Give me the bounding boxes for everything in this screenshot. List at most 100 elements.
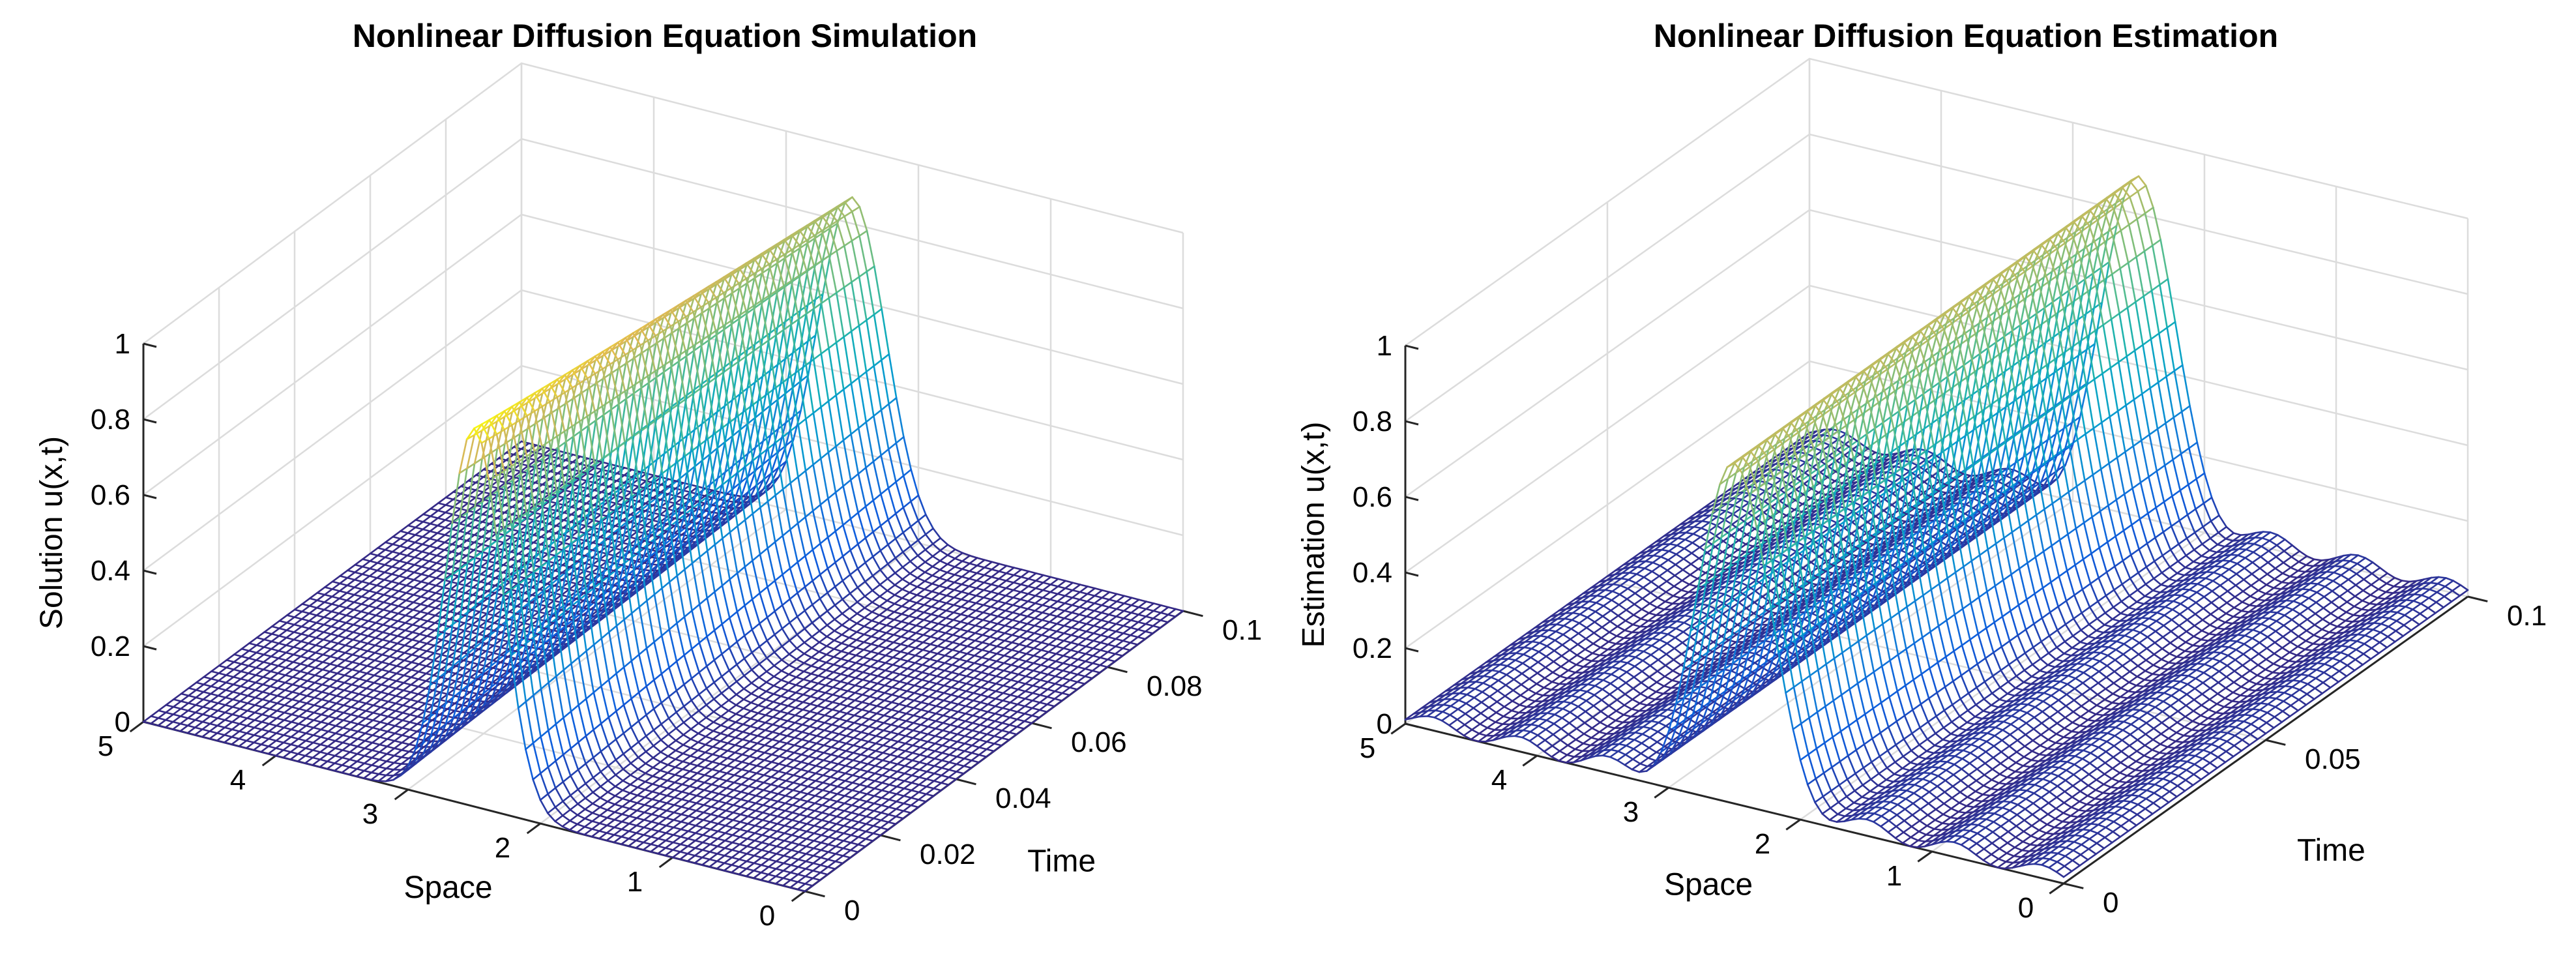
surface-mesh-segment — [1145, 617, 1154, 625]
surface-mesh-segment — [698, 635, 708, 644]
surface-mesh-segment — [802, 664, 812, 673]
surface-mesh-segment — [564, 451, 574, 456]
grid-line-space-floor — [407, 508, 787, 791]
surface-mesh-segment — [963, 767, 973, 775]
surface-mesh-segment — [892, 643, 902, 651]
surface-mesh-segment — [1100, 606, 1110, 614]
surface-mesh-segment — [890, 711, 900, 719]
surface-mesh-segment — [989, 630, 999, 638]
surface-mesh-segment — [712, 705, 722, 713]
surface-mesh-segment — [409, 700, 419, 708]
surface-mesh-segment — [400, 750, 410, 758]
surface-mesh-segment — [629, 768, 639, 776]
surface-mesh-segment — [1027, 570, 1037, 574]
surface-mesh-segment — [657, 832, 667, 840]
surface-mesh-segment — [919, 741, 929, 749]
surface-mesh-segment — [1107, 638, 1117, 646]
surface-mesh-segment — [790, 843, 800, 852]
surface-mesh-segment — [766, 633, 776, 642]
surface-mesh-segment — [830, 726, 840, 734]
surface-mesh-segment — [968, 587, 978, 595]
surface-mesh-segment — [890, 696, 900, 704]
surface-mesh-segment — [357, 695, 368, 703]
surface-mesh-segment — [392, 537, 402, 546]
surface-mesh-segment — [812, 542, 821, 551]
surface-mesh-segment — [815, 737, 825, 745]
surface-mesh-segment — [801, 718, 811, 726]
surface-mesh-segment — [821, 227, 831, 235]
surface-mesh-segment — [336, 659, 346, 667]
surface-mesh-segment — [353, 610, 362, 618]
surface-mesh-segment — [323, 595, 333, 603]
surface-mesh-segment — [418, 642, 428, 650]
surface-mesh-segment — [577, 762, 587, 771]
surface-mesh-segment — [804, 870, 814, 878]
surface-mesh-segment — [785, 774, 795, 782]
surface-mesh-segment — [849, 601, 858, 609]
surface-mesh-segment — [576, 808, 586, 816]
surface-mesh-segment — [675, 744, 684, 752]
surface-mesh-segment — [880, 409, 890, 451]
surface-mesh-segment — [789, 522, 799, 531]
surface-mesh-segment — [761, 267, 770, 275]
surface-mesh-segment — [893, 621, 903, 629]
surface-mesh-segment — [873, 308, 883, 316]
surface-mesh-segment — [828, 808, 838, 816]
surface-mesh-segment — [803, 656, 813, 664]
surface-mesh-segment — [239, 687, 249, 695]
surface-mesh-segment — [1115, 632, 1124, 640]
surface-mesh-segment — [255, 668, 265, 676]
surface-mesh-segment — [1070, 621, 1080, 629]
surface-mesh-segment — [872, 834, 882, 842]
surface-mesh-segment — [628, 817, 638, 825]
surface-mesh-segment — [1167, 616, 1177, 623]
surface-mesh-segment — [338, 591, 348, 600]
surface-mesh-segment — [912, 724, 922, 732]
surface-mesh-segment — [1019, 584, 1029, 587]
surface-mesh-segment — [336, 651, 347, 660]
surface-mesh-segment — [1026, 625, 1036, 632]
surface-mesh-segment — [1079, 591, 1089, 595]
surface-mesh-segment — [271, 634, 280, 643]
surface-mesh-segment — [760, 873, 770, 881]
surface-mesh-segment — [912, 739, 922, 747]
surface-mesh-segment — [873, 359, 883, 367]
surface-mesh-segment — [465, 549, 475, 557]
surface-mesh-segment — [716, 441, 726, 449]
surface-mesh-segment — [308, 599, 318, 607]
surface-mesh-segment — [410, 670, 420, 678]
surface-mesh-segment — [362, 771, 373, 779]
surface-mesh-segment — [805, 307, 815, 315]
surface-mesh-segment — [883, 724, 892, 732]
surface-mesh-segment — [990, 578, 1000, 586]
surface-mesh-segment — [1012, 584, 1022, 591]
surface-mesh-segment — [957, 713, 967, 720]
surface-mesh-segment — [973, 687, 982, 694]
surface-mesh-segment — [842, 592, 851, 601]
surface-mesh-segment — [402, 676, 413, 684]
surface-mesh-segment — [843, 245, 853, 284]
surface-mesh-segment — [366, 644, 376, 652]
surface-mesh-segment — [373, 661, 383, 669]
surface-mesh-segment — [825, 647, 835, 656]
surface-mesh-segment — [843, 789, 853, 797]
surface-mesh-segment — [808, 757, 817, 765]
surface-mesh-segment — [338, 599, 348, 607]
surface-mesh-segment — [187, 704, 197, 712]
surface-mesh-segment — [717, 802, 727, 810]
surface-mesh-segment — [892, 636, 902, 644]
surface-mesh-segment — [539, 793, 549, 801]
surface-mesh-segment — [275, 726, 285, 734]
surface-mesh-segment — [1033, 627, 1043, 634]
surface-mesh-segment — [832, 665, 842, 674]
surface-mesh-segment — [1137, 606, 1147, 610]
surface-mesh-segment — [817, 669, 827, 677]
surface-mesh-segment — [298, 709, 308, 717]
surface-mesh-segment — [599, 780, 609, 788]
surface-mesh-segment — [908, 609, 918, 617]
surface-mesh-segment — [306, 704, 315, 712]
surface-mesh-segment — [1061, 679, 1071, 687]
surface-mesh-segment — [701, 843, 711, 851]
surface-mesh-segment — [330, 605, 340, 613]
surface-mesh-segment — [367, 621, 377, 630]
